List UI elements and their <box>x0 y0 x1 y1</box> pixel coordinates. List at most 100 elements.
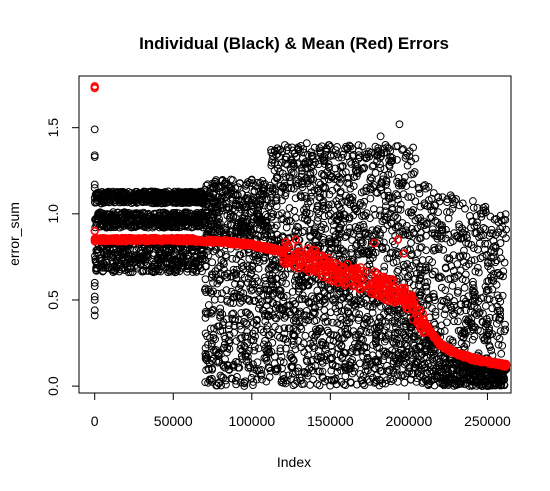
black-point <box>443 254 452 262</box>
black-point <box>130 221 139 230</box>
black-point <box>314 213 322 222</box>
black-point <box>429 189 438 197</box>
black-point <box>138 218 147 227</box>
black-point <box>243 308 252 317</box>
black-point <box>405 278 414 287</box>
black-point <box>407 157 416 166</box>
black-point <box>228 176 237 184</box>
black-point <box>462 340 471 349</box>
black-point <box>249 381 257 389</box>
black-point <box>415 189 424 198</box>
black-point <box>371 169 380 177</box>
black-point <box>291 194 300 203</box>
black-point <box>216 371 225 380</box>
black-point <box>192 257 200 266</box>
black-point <box>366 173 375 182</box>
black-point <box>311 331 320 340</box>
black-point <box>437 273 446 282</box>
black-point <box>430 293 439 302</box>
black-point <box>398 146 407 154</box>
black-point <box>396 200 405 209</box>
black-point <box>103 250 112 259</box>
black-point <box>436 272 444 281</box>
black-point <box>290 206 299 215</box>
black-point <box>115 218 124 227</box>
black-point <box>231 279 239 288</box>
black-point <box>337 342 346 351</box>
black-point <box>92 219 101 227</box>
black-point <box>496 224 505 233</box>
black-point <box>169 198 178 207</box>
black-point <box>408 250 416 258</box>
black-point <box>231 376 240 385</box>
black-point <box>185 218 194 226</box>
black-point <box>486 229 495 238</box>
black-point <box>450 297 458 305</box>
black-point <box>144 209 153 218</box>
black-point <box>185 197 194 206</box>
black-point <box>156 267 165 276</box>
black-point <box>402 226 411 235</box>
black-point <box>208 258 217 267</box>
black-point <box>494 228 503 237</box>
black-point <box>440 310 449 319</box>
black-point <box>172 220 181 229</box>
black-point <box>124 220 133 229</box>
black-point <box>469 291 478 300</box>
black-point <box>207 309 216 318</box>
black-point <box>411 274 420 283</box>
black-point <box>328 318 337 327</box>
black-point <box>183 216 192 225</box>
black-point <box>94 215 102 224</box>
black-point <box>174 198 183 207</box>
black-point <box>112 245 120 254</box>
black-point <box>204 340 212 349</box>
black-point <box>366 176 375 185</box>
black-point <box>399 178 408 186</box>
black-point <box>137 259 145 268</box>
black-point <box>192 258 201 267</box>
black-point <box>158 254 166 263</box>
black-point <box>100 248 108 257</box>
black-point <box>149 249 158 257</box>
black-point <box>163 248 172 256</box>
black-point <box>141 258 149 266</box>
black-point <box>393 370 402 379</box>
black-point <box>92 214 100 223</box>
black-point <box>94 190 103 199</box>
black-point <box>130 190 139 199</box>
black-point <box>485 323 493 332</box>
black-point <box>92 266 101 275</box>
black-point <box>330 151 338 160</box>
black-point <box>121 221 130 230</box>
black-point <box>411 197 420 206</box>
black-point <box>257 365 266 374</box>
black-point <box>162 223 171 231</box>
black-point <box>237 309 246 317</box>
black-point <box>289 297 297 306</box>
black-point <box>93 196 102 205</box>
black-point <box>302 355 311 364</box>
black-point <box>247 227 255 236</box>
black-point <box>357 188 366 197</box>
black-point <box>178 254 187 263</box>
black-point <box>468 335 477 344</box>
black-point <box>304 199 312 208</box>
black-point <box>152 190 160 199</box>
black-point <box>352 172 361 181</box>
black-point <box>487 225 496 234</box>
black-point <box>116 189 125 197</box>
black-point <box>150 197 158 206</box>
black-point <box>394 173 403 182</box>
black-point <box>155 212 164 221</box>
black-point <box>268 151 277 160</box>
black-point <box>331 374 340 383</box>
black-point <box>501 210 510 219</box>
black-point <box>303 281 312 290</box>
black-point <box>312 325 320 334</box>
black-point <box>313 205 321 214</box>
black-point <box>132 209 141 217</box>
black-point <box>288 369 297 378</box>
black-point <box>376 206 384 215</box>
